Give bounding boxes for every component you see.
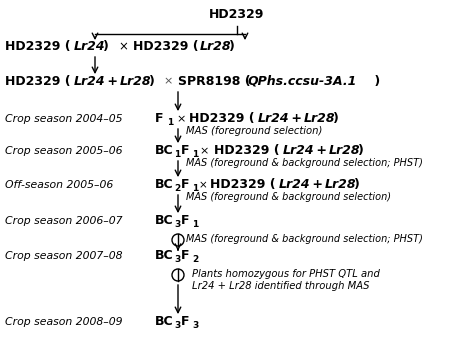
Text: F: F (181, 315, 190, 328)
Text: 3: 3 (192, 321, 198, 330)
Text: ): ) (333, 112, 339, 125)
Text: QPhs.ccsu-3A.1: QPhs.ccsu-3A.1 (248, 75, 357, 88)
Text: Crop season 2006–07: Crop season 2006–07 (5, 216, 122, 226)
Text: Lr24: Lr24 (258, 112, 290, 125)
Text: MAS (foreground selection): MAS (foreground selection) (186, 126, 322, 136)
Text: Lr24: Lr24 (283, 144, 315, 157)
Text: +: + (308, 178, 328, 191)
Text: Lr28: Lr28 (325, 178, 356, 191)
Text: ×: × (176, 114, 185, 124)
Text: BC: BC (155, 144, 173, 157)
Text: ×: × (163, 76, 173, 86)
Text: ×: × (118, 40, 128, 53)
Text: +: + (312, 144, 331, 157)
Text: ): ) (370, 75, 380, 88)
Text: ): ) (103, 40, 109, 53)
Text: HD2329: HD2329 (210, 8, 264, 21)
Text: ×: × (199, 146, 209, 156)
Text: Lr24: Lr24 (279, 178, 310, 191)
Text: 1: 1 (192, 150, 198, 159)
Text: F: F (181, 249, 190, 262)
Text: BC: BC (155, 315, 173, 328)
Text: BC: BC (155, 249, 173, 262)
Text: ): ) (354, 178, 360, 191)
Text: Crop season 2007–08: Crop season 2007–08 (5, 251, 122, 261)
Text: HD2329 (: HD2329 ( (189, 112, 255, 125)
Text: SPR8198 (: SPR8198 ( (178, 75, 251, 88)
Text: 3: 3 (174, 220, 180, 229)
Text: Lr24 + Lr28 identified through MAS: Lr24 + Lr28 identified through MAS (192, 281, 370, 291)
Text: ): ) (229, 40, 235, 53)
Text: Lr28: Lr28 (329, 144, 361, 157)
Text: HD2329 (: HD2329 ( (5, 40, 71, 53)
Text: Crop season 2005–06: Crop season 2005–06 (5, 146, 122, 156)
Text: ×: × (199, 180, 208, 190)
Text: HD2329 (: HD2329 ( (214, 144, 280, 157)
Text: 2: 2 (174, 184, 180, 193)
Text: Crop season 2004–05: Crop season 2004–05 (5, 114, 122, 124)
Text: Lr28: Lr28 (304, 112, 336, 125)
Text: F: F (181, 178, 190, 191)
Text: Lr24: Lr24 (74, 40, 106, 53)
Text: Crop season 2008–09: Crop season 2008–09 (5, 317, 122, 327)
Text: Lr24: Lr24 (74, 75, 106, 88)
Text: Lr28: Lr28 (200, 40, 232, 53)
Text: +: + (103, 75, 122, 88)
Text: 1: 1 (192, 184, 198, 193)
Text: 3: 3 (174, 255, 180, 264)
Text: F: F (155, 112, 164, 125)
Text: BC: BC (155, 178, 173, 191)
Text: F: F (181, 214, 190, 227)
Text: MAS (foreground & background selection; PHST): MAS (foreground & background selection; … (186, 234, 423, 244)
Text: Off-season 2005–06: Off-season 2005–06 (5, 180, 113, 190)
Text: 3: 3 (174, 321, 180, 330)
Text: Lr28: Lr28 (120, 75, 152, 88)
Text: +: + (287, 112, 306, 125)
Text: MAS (foreground & background selection): MAS (foreground & background selection) (186, 192, 391, 202)
Text: 1: 1 (174, 150, 180, 159)
Text: HD2329 (: HD2329 ( (5, 75, 71, 88)
Text: 1: 1 (192, 220, 198, 229)
Text: ): ) (149, 75, 155, 88)
Text: Plants homozygous for PHST QTL and: Plants homozygous for PHST QTL and (192, 269, 380, 279)
Text: MAS (foreground & background selection; PHST): MAS (foreground & background selection; … (186, 158, 423, 168)
Text: HD2329 (: HD2329 ( (210, 178, 275, 191)
Text: BC: BC (155, 214, 173, 227)
Text: 2: 2 (192, 255, 198, 264)
Text: ): ) (358, 144, 364, 157)
Text: F: F (181, 144, 190, 157)
Text: HD2329 (: HD2329 ( (133, 40, 199, 53)
Text: 1: 1 (167, 118, 173, 127)
